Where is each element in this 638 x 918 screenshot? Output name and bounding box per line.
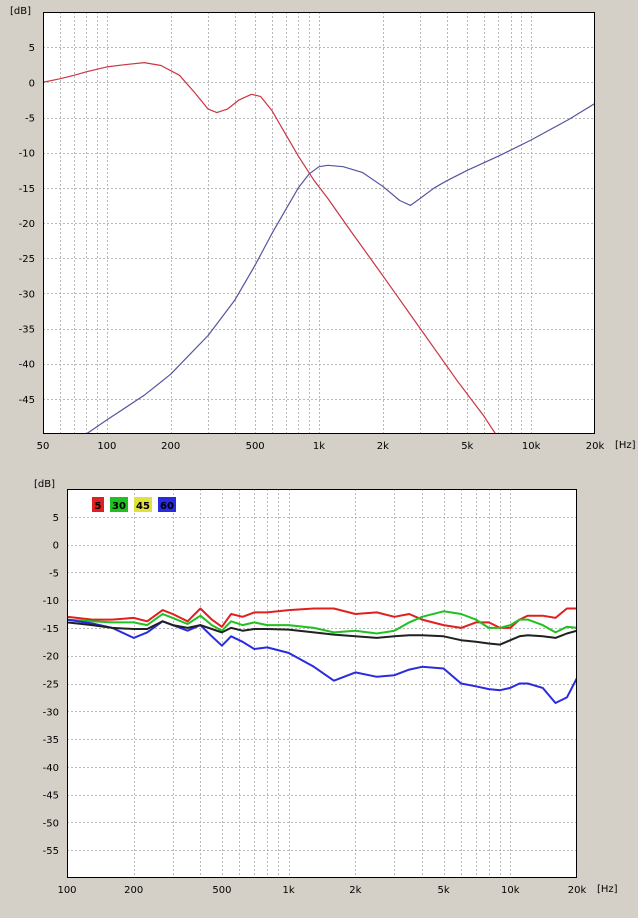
response-chart-bottom: 5 0 -5 -10 -15 -20 -25 -30 -35 -40 -45 -50 -55 100 200… bbox=[34, 479, 618, 896]
top-series-line-1 bbox=[85, 102, 595, 434]
bottom-y-tick-label: 0 bbox=[53, 541, 59, 552]
bottom-y-tick-label: -35 bbox=[43, 735, 59, 746]
bottom-y-tick-label: -50 bbox=[43, 818, 59, 829]
bottom-series-group bbox=[67, 607, 577, 704]
bottom-plot-area bbox=[67, 489, 577, 878]
bottom-x-tick-label: 100 bbox=[57, 885, 76, 896]
top-y-tick-label: -45 bbox=[19, 395, 35, 406]
legend-label-60: 60 bbox=[160, 501, 174, 512]
legend-swatch-5 bbox=[92, 497, 104, 512]
bottom-series-line-5 bbox=[67, 607, 577, 629]
bottom-y-tick-label: -45 bbox=[43, 791, 59, 802]
top-grid bbox=[43, 12, 595, 434]
legend-label-30: 30 bbox=[112, 501, 126, 512]
top-y-tick-label: -10 bbox=[19, 149, 35, 160]
bottom-series-line-4 bbox=[67, 620, 577, 646]
bottom-x-tick-label: 500 bbox=[212, 885, 231, 896]
bottom-y-tick-label: -10 bbox=[43, 596, 59, 607]
top-plot-border bbox=[43, 12, 595, 434]
bottom-x-unit: [Hz] bbox=[597, 884, 618, 895]
top-y-tick-label: -15 bbox=[19, 184, 35, 195]
bottom-x-tick-label: 200 bbox=[124, 885, 143, 896]
top-x-tick-label: 1k bbox=[313, 441, 325, 452]
bottom-x-tick-label: 5k bbox=[437, 885, 449, 896]
top-y-tick-label: 0 bbox=[29, 78, 35, 89]
top-series-line-0 bbox=[43, 62, 497, 434]
bottom-y-tick-label: 5 bbox=[53, 513, 59, 524]
top-y-tick-label: -40 bbox=[19, 360, 35, 371]
top-x-tick-label: 2k bbox=[377, 441, 389, 452]
bottom-x-tick-label: 20k bbox=[568, 885, 587, 896]
legend-label-5: 5 bbox=[95, 501, 102, 512]
top-x-unit: [Hz] bbox=[615, 440, 636, 451]
top-x-tick-label: 5k bbox=[461, 441, 473, 452]
top-y-tick-label: -30 bbox=[19, 289, 35, 300]
bottom-x-tick-label: 1k bbox=[283, 885, 295, 896]
bottom-plot-border bbox=[67, 489, 577, 878]
bottom-series-line-30 bbox=[67, 610, 577, 635]
top-x-tick-label: 20k bbox=[586, 441, 605, 452]
legend-swatch-60 bbox=[158, 497, 176, 512]
bottom-x-tick-label: 2k bbox=[349, 885, 361, 896]
top-x-tick-label: 10k bbox=[522, 441, 541, 452]
bottom-y-unit: [dB] bbox=[34, 479, 55, 490]
top-x-tick-label: 50 bbox=[37, 441, 50, 452]
top-series-group bbox=[43, 62, 595, 434]
bottom-y-tick-label: -20 bbox=[43, 652, 59, 663]
top-x-tick-label: 200 bbox=[161, 441, 180, 452]
top-y-tick-label: -25 bbox=[19, 254, 35, 265]
bottom-y-tick-label: -40 bbox=[43, 763, 59, 774]
bottom-y-tick-label: -30 bbox=[43, 707, 59, 718]
bottom-y-tick-label: -15 bbox=[43, 624, 59, 635]
top-y-tick-label: 5 bbox=[29, 43, 35, 54]
bottom-grid bbox=[67, 489, 577, 878]
legend-swatch-45 bbox=[134, 497, 152, 512]
legend-label-45: 45 bbox=[136, 501, 150, 512]
bottom-y-tick-label: -25 bbox=[43, 680, 59, 691]
bottom-x-tick-label: 10k bbox=[501, 885, 520, 896]
top-y-tick-label: -20 bbox=[19, 219, 35, 230]
top-x-tick-label: 500 bbox=[246, 441, 265, 452]
bottom-y-tick-label: -5 bbox=[49, 568, 59, 579]
legend-swatch-30 bbox=[110, 497, 128, 512]
top-y-tick-label: -35 bbox=[19, 325, 35, 336]
bottom-y-tick-label: -55 bbox=[43, 846, 59, 857]
top-y-tick-label: -5 bbox=[25, 114, 35, 125]
top-y-unit: [dB] bbox=[10, 6, 31, 17]
top-x-tick-label: 100 bbox=[97, 441, 116, 452]
